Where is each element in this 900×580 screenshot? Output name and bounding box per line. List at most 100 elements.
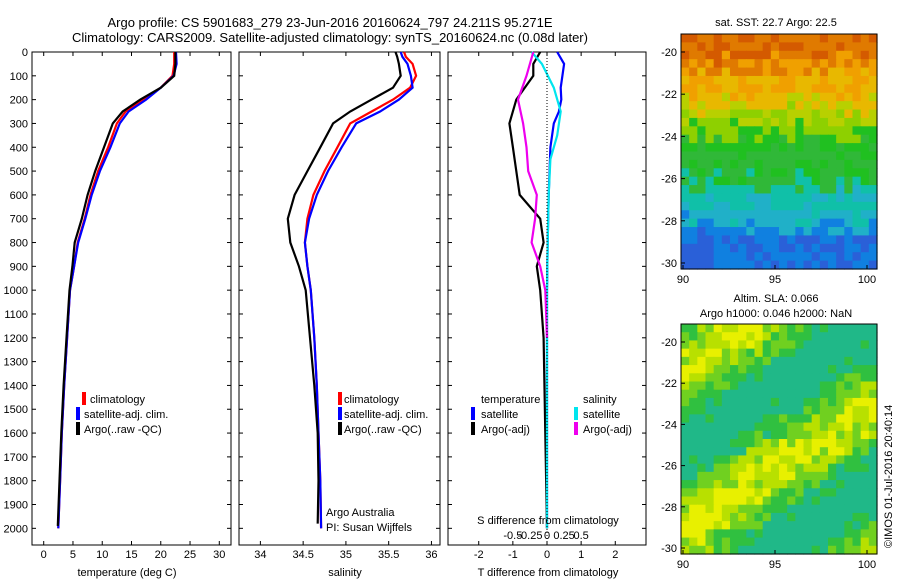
map-cell — [681, 365, 690, 374]
map-cell — [828, 201, 837, 211]
map-cell — [779, 521, 788, 530]
map-cell — [762, 447, 772, 457]
map-cell — [762, 185, 772, 195]
map-cell — [844, 59, 854, 69]
map-cell — [836, 340, 845, 350]
map-cell — [730, 243, 739, 253]
sst-map-title: sat. SST: 22.7 Argo: 22.5 — [715, 17, 837, 29]
map-cell — [754, 414, 764, 424]
map-cell — [689, 101, 698, 111]
map-cell — [689, 496, 698, 506]
map-cell — [819, 67, 829, 77]
map-cell — [836, 324, 845, 333]
map-cell — [754, 201, 764, 211]
map-cell — [860, 447, 870, 457]
map-cell — [721, 117, 731, 127]
map-cell — [836, 463, 845, 473]
map-cell — [721, 34, 731, 43]
map-cell — [746, 488, 756, 498]
map-cell — [803, 168, 813, 178]
map-cell — [828, 537, 837, 547]
map-cell — [697, 455, 707, 465]
map-cell — [836, 406, 845, 415]
map-cell — [754, 537, 764, 547]
map-cell — [795, 512, 805, 522]
map-cell — [681, 545, 690, 555]
map-cell — [754, 348, 764, 358]
map-cell — [868, 67, 878, 77]
map-cell — [811, 480, 821, 489]
map-cell — [852, 545, 862, 555]
map-cell — [787, 324, 796, 333]
map-cell — [689, 463, 698, 473]
map-cell — [770, 397, 780, 407]
map-cell — [811, 109, 821, 119]
map-cell — [770, 176, 780, 186]
map-cell — [868, 545, 878, 555]
series-line — [303, 51, 418, 529]
map-cell — [836, 260, 845, 270]
map-cell — [705, 496, 715, 506]
map-cell — [721, 59, 731, 69]
map-cell — [697, 201, 707, 211]
map-cell — [779, 389, 788, 399]
map-cell — [721, 521, 731, 530]
map-cell — [803, 340, 813, 350]
map-cell — [705, 252, 715, 262]
map-cell — [868, 75, 878, 85]
map-cell — [705, 545, 715, 555]
map-cell — [721, 84, 731, 94]
map-cell — [738, 381, 747, 391]
map-cell — [697, 439, 707, 448]
map-cell — [762, 422, 772, 432]
map-cell — [803, 126, 813, 136]
map-cell — [754, 185, 764, 195]
map-cell — [713, 529, 723, 539]
map-cell — [787, 529, 796, 539]
map-cell — [828, 381, 837, 391]
map-cell — [787, 193, 796, 203]
map-cell — [787, 185, 796, 195]
map-cell — [770, 134, 780, 144]
map-cell — [860, 117, 870, 127]
map-cell — [787, 480, 796, 489]
map-cell — [746, 471, 756, 481]
map-cell — [754, 332, 764, 342]
map-cell — [770, 193, 780, 203]
map-cell — [828, 356, 837, 366]
map-cell — [779, 365, 788, 374]
map-cell — [738, 168, 747, 178]
map-cell — [844, 193, 854, 203]
map-cell — [754, 463, 764, 473]
map-cell — [844, 143, 854, 153]
map-cell — [746, 34, 756, 43]
map-cell — [852, 67, 862, 77]
map-cell — [844, 159, 854, 169]
map-cell — [762, 389, 772, 399]
map-cell — [852, 504, 862, 514]
map-cell — [689, 348, 698, 358]
map-cell — [738, 159, 747, 169]
map-cell — [795, 126, 805, 136]
map-cell — [819, 406, 829, 415]
map-cell — [746, 168, 756, 178]
map-cell — [713, 488, 723, 498]
x-tick-label: 36 — [425, 549, 437, 561]
map-cell — [770, 512, 780, 522]
map-cell — [819, 430, 829, 440]
credit-argo-australia: Argo Australia — [326, 507, 395, 519]
map-cell — [746, 117, 756, 127]
map-cell — [681, 439, 690, 448]
depth-tick-label: 700 — [10, 214, 28, 226]
map-cell — [779, 512, 788, 522]
map-cell — [713, 109, 723, 119]
map-cell — [860, 134, 870, 144]
map-cell — [868, 260, 878, 270]
map-cell — [705, 455, 715, 465]
map-cell — [819, 529, 829, 539]
map-cell — [779, 176, 788, 186]
map-cell — [754, 324, 764, 333]
map-cell — [836, 84, 845, 94]
map-cell — [689, 529, 698, 539]
map-cell — [787, 455, 796, 465]
